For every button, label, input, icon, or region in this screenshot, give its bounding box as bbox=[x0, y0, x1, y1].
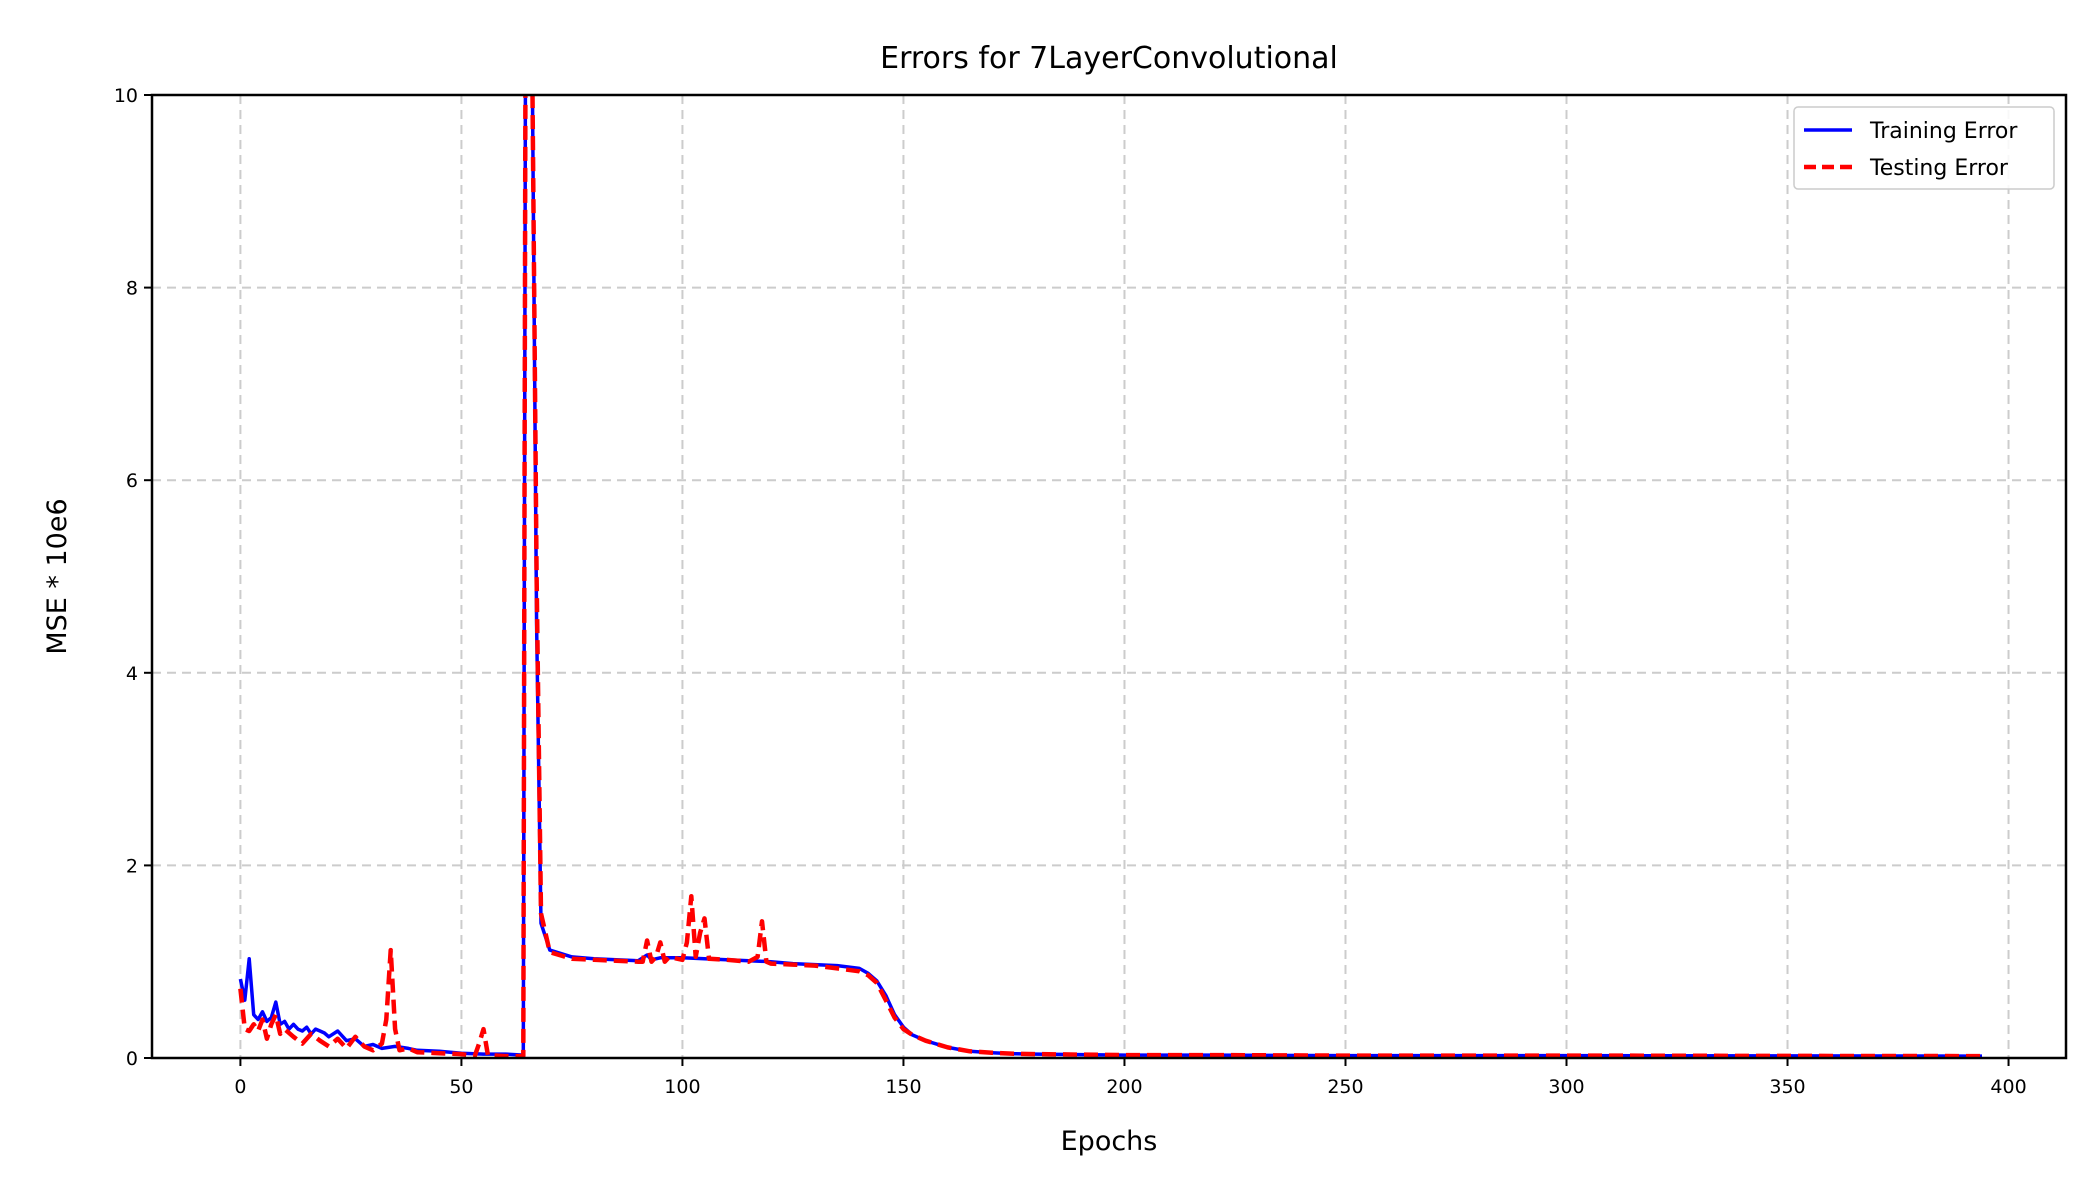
plot-area bbox=[238, 95, 1983, 1058]
x-tick-label: 150 bbox=[885, 1076, 921, 1098]
x-tick-label: 400 bbox=[1990, 1076, 2026, 1098]
x-axis-label: Epochs bbox=[1061, 1126, 1158, 1157]
x-tick-label: 300 bbox=[1548, 1076, 1584, 1098]
legend-box bbox=[1793, 106, 2055, 190]
x-tick-label: 50 bbox=[449, 1076, 473, 1098]
legend-label: Training Error bbox=[1869, 119, 2018, 144]
grid bbox=[152, 95, 2066, 1058]
y-tick-label: 8 bbox=[126, 278, 138, 300]
y-tick-label: 4 bbox=[126, 663, 138, 685]
y-tick-label: 0 bbox=[126, 1048, 138, 1070]
x-tick-label: 100 bbox=[664, 1076, 700, 1098]
plot-frame bbox=[150, 93, 2068, 1060]
x-tick-label: 0 bbox=[234, 1076, 246, 1098]
x-tick-label: 200 bbox=[1106, 1076, 1142, 1098]
y-axis-label: MSE * 10e6 bbox=[42, 498, 73, 654]
x-axis-ticks: 0 50 100 150 200 250 300 350 400 bbox=[234, 1058, 2027, 1098]
x-tick-label: 250 bbox=[1327, 1076, 1363, 1098]
x-tick-label: 350 bbox=[1769, 1076, 1805, 1098]
series-line-testing-error bbox=[238, 95, 1983, 1058]
y-axis-ticks: 0 2 4 6 8 10 bbox=[114, 85, 152, 1070]
chart-title: Errors for 7LayerConvolutional bbox=[880, 41, 1338, 76]
y-tick-label: 2 bbox=[126, 855, 138, 877]
y-tick-label: 10 bbox=[114, 85, 138, 107]
y-tick-label: 6 bbox=[126, 470, 138, 492]
legend-label: Testing Error bbox=[1869, 156, 2009, 181]
legend: Training Error Testing Error bbox=[1793, 106, 2055, 190]
